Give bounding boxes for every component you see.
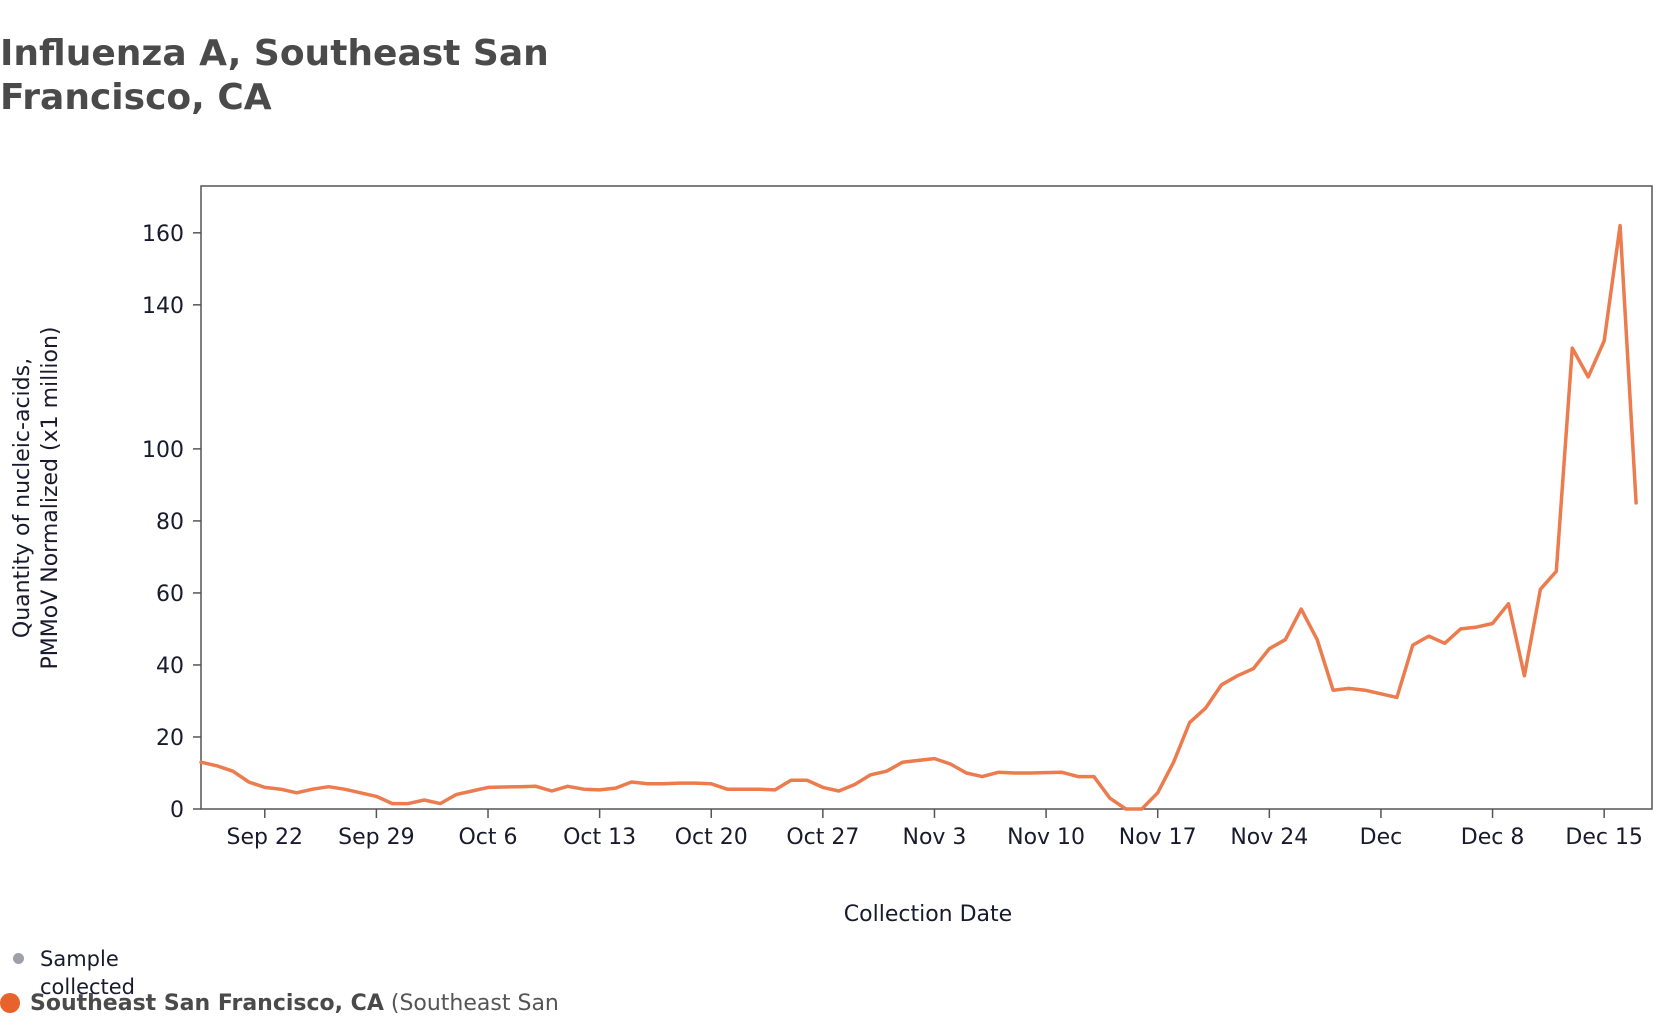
y-tick-label: 40 — [156, 654, 184, 679]
x-tick-label: Nov 3 — [903, 825, 967, 850]
x-tick-label: Dec 15 — [1565, 825, 1643, 850]
y-axis-label-line-1: Quantity of nucleic-acids, — [10, 358, 35, 638]
y-tick-label: 140 — [142, 294, 184, 319]
x-tick-label: Oct 27 — [786, 825, 859, 850]
y-tick-label: 60 — [156, 582, 184, 607]
x-tick-label: Oct 6 — [458, 825, 517, 850]
x-tick-label: Nov 17 — [1119, 825, 1197, 850]
y-tick-label: 100 — [142, 438, 184, 463]
y-tick-label: 80 — [156, 510, 184, 535]
series-layer — [199, 223, 1638, 811]
x-axis: Sep 22 Sep 29 Oct 6 Oct 13 Oct 20 Oct 27 Nov 3… — [227, 809, 1643, 850]
x-tick-label: Dec — [1360, 825, 1403, 850]
series-line[interactable] — [199, 223, 1638, 811]
sample-dot-icon — [13, 953, 24, 964]
x-tick-label: Nov 24 — [1230, 825, 1308, 850]
series-dot-icon — [0, 993, 20, 1013]
y-tick-label: 20 — [156, 726, 184, 751]
plot-area-frame — [200, 185, 1653, 810]
y-tick-label: 160 — [142, 222, 184, 247]
x-tick-label: Oct 13 — [563, 825, 636, 850]
x-tick-label: Sep 22 — [227, 825, 303, 850]
legend-series-name: Southeast San Francisco, CA — [30, 991, 384, 1016]
chart-title: Influenza A, Southeast San Francisco, CA — [0, 33, 549, 118]
legend-label-sample: Sample collected — [40, 947, 136, 999]
x-tick-label: Oct 20 — [675, 825, 748, 850]
y-axis: 0 20 40 60 80 100 140 160 — [142, 222, 201, 823]
legend-series-sublabel: (Southeast San — [390, 991, 559, 1016]
x-tick-label: Dec 8 — [1461, 825, 1525, 850]
x-axis-label: Collection Date — [844, 902, 1012, 927]
y-axis-label-line-2: PMMoV Normalized (x1 million) — [38, 327, 63, 670]
legend-item-series[interactable]: Southeast San Francisco, CA (Southeast S… — [0, 990, 559, 1018]
legend-item-sample-collected[interactable]: Sample collected — [10, 945, 170, 1001]
y-tick-label: 0 — [170, 798, 184, 823]
x-tick-label: Nov 10 — [1007, 825, 1085, 850]
x-tick-label: Sep 29 — [338, 825, 414, 850]
